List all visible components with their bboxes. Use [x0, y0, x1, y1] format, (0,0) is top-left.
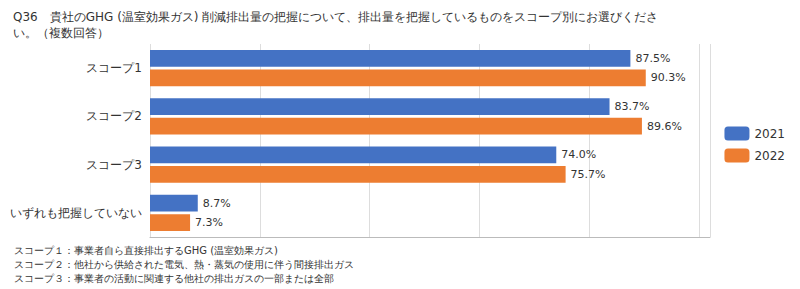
- svg-text:90.3%: 90.3%: [651, 71, 686, 84]
- svg-text:89.6%: 89.6%: [647, 120, 682, 133]
- svg-text:いずれも把握していない: いずれも把握していない: [10, 206, 142, 220]
- svg-text:83.7%: 83.7%: [615, 100, 650, 113]
- svg-text:スコープ２：他社から供給された電気、熱・蒸気の使用に伴う間接: スコープ２：他社から供給された電気、熱・蒸気の使用に伴う間接排出ガス: [14, 259, 354, 270]
- svg-text:Q36 貴社のGHG (温室効果ガス) 削減排出量の把握につ: Q36 貴社のGHG (温室効果ガス) 削減排出量の把握について、排出量を把握し…: [13, 10, 658, 24]
- svg-text:87.5%: 87.5%: [635, 52, 670, 65]
- svg-text:スコープ１：事業者自ら直接排出するGHG (温室効果ガス): スコープ１：事業者自ら直接排出するGHG (温室効果ガス): [14, 245, 278, 256]
- svg-text:7.3%: 7.3%: [195, 216, 223, 229]
- svg-text:スコープ3: スコープ3: [86, 158, 142, 172]
- svg-text:75.7%: 75.7%: [571, 168, 606, 181]
- svg-text:スコープ1: スコープ1: [86, 61, 142, 75]
- svg-text:い。（複数回答）: い。（複数回答）: [13, 26, 109, 40]
- svg-text:スコープ３：事業者の活動に関連する他社の排出ガスの一部または: スコープ３：事業者の活動に関連する他社の排出ガスの一部または全部: [14, 273, 334, 284]
- svg-text:74.0%: 74.0%: [561, 148, 596, 161]
- svg-text:2021: 2021: [754, 127, 785, 141]
- svg-text:スコープ2: スコープ2: [86, 109, 142, 123]
- svg-text:8.7%: 8.7%: [203, 197, 231, 210]
- svg-text:2022: 2022: [754, 149, 785, 163]
